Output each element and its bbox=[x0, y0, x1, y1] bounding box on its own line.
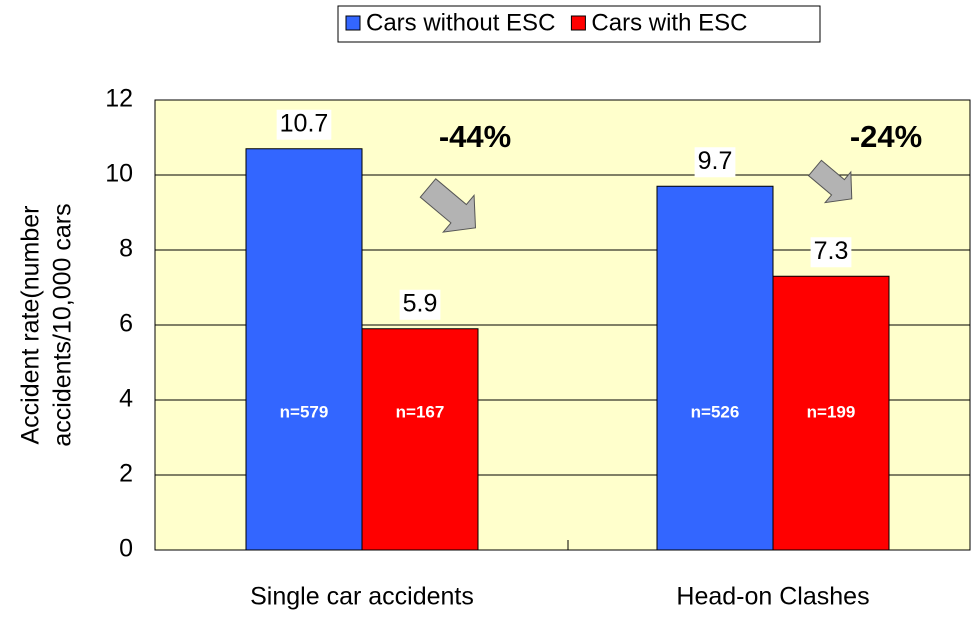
bar bbox=[361, 328, 479, 551]
x-tick-label: Single car accidents bbox=[250, 583, 474, 611]
legend-label: Cars without ESC bbox=[366, 9, 555, 36]
y-tick-label: 8 bbox=[119, 235, 133, 263]
y-axis-label: accidents/10,000 cars bbox=[49, 203, 77, 446]
data-label-bg bbox=[810, 237, 852, 268]
y-tick-label: 10 bbox=[105, 160, 133, 188]
bar-note: n=167 bbox=[396, 402, 445, 421]
y-axis-label: Accident rate(number bbox=[17, 205, 45, 444]
y-tick-label: 0 bbox=[119, 535, 133, 563]
data-label-bg bbox=[399, 289, 441, 320]
y-tick-label: 4 bbox=[119, 385, 133, 413]
change-label: -24% bbox=[850, 119, 922, 154]
bar-note: n=199 bbox=[807, 402, 856, 421]
bar bbox=[656, 185, 774, 551]
legend-swatch bbox=[345, 15, 361, 31]
bar bbox=[772, 275, 890, 551]
data-label-bg bbox=[694, 147, 736, 178]
arrow bbox=[807, 159, 853, 204]
legend-swatch bbox=[570, 15, 586, 31]
y-tick-label: 6 bbox=[119, 310, 133, 338]
y-tick-label: 12 bbox=[105, 85, 133, 113]
data-label: 5.9 bbox=[403, 289, 438, 317]
bar bbox=[245, 148, 363, 551]
legend-label: Cars with ESC bbox=[591, 9, 747, 36]
data-label: 7.3 bbox=[814, 237, 849, 265]
data-label: 10.7 bbox=[280, 109, 329, 137]
change-label: -44% bbox=[439, 119, 511, 154]
bar-note: n=579 bbox=[280, 402, 329, 421]
data-label-bg bbox=[276, 109, 332, 140]
y-tick-label: 2 bbox=[119, 460, 133, 488]
data-label: 9.7 bbox=[698, 147, 733, 175]
bar-note: n=526 bbox=[691, 402, 740, 421]
x-tick-label: Head-on Clashes bbox=[676, 583, 869, 611]
arrow bbox=[419, 178, 477, 233]
